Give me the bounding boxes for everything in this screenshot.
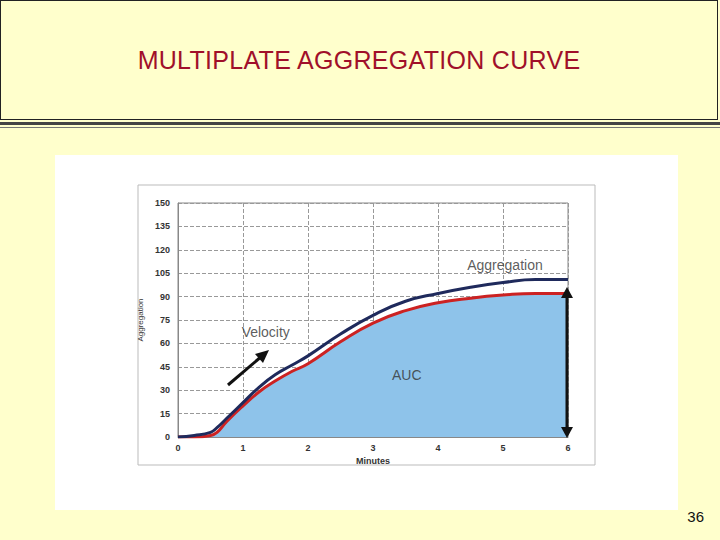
svg-text:60: 60 (160, 338, 170, 348)
svg-text:150: 150 (155, 198, 170, 208)
svg-text:45: 45 (160, 362, 170, 372)
svg-text:15: 15 (160, 409, 170, 419)
svg-text:2: 2 (305, 443, 310, 453)
svg-text:Aggregation: Aggregation (136, 298, 145, 341)
svg-text:30: 30 (160, 385, 170, 395)
svg-text:AUC: AUC (392, 367, 422, 383)
html-text:36: 36 (687, 508, 704, 525)
svg-text:0: 0 (175, 443, 180, 453)
svg-text:Velocity: Velocity (242, 324, 290, 340)
svg-text:6: 6 (565, 443, 570, 453)
svg-text:135: 135 (155, 221, 170, 231)
svg-text:4: 4 (435, 443, 440, 453)
svg-text:Minutes: Minutes (356, 456, 390, 466)
svg-text:75: 75 (160, 315, 170, 325)
svg-text:120: 120 (155, 245, 170, 255)
svg-text:5: 5 (500, 443, 505, 453)
svg-text:90: 90 (160, 292, 170, 302)
svg-text:1: 1 (240, 443, 245, 453)
svg-text:0: 0 (165, 432, 170, 442)
svg-text:3: 3 (370, 443, 375, 453)
html-text:MULTIPLATE AGGREGATION CURVE: MULTIPLATE AGGREGATION CURVE (137, 45, 581, 74)
svg-text:Aggregation: Aggregation (467, 257, 543, 273)
svg-text:105: 105 (155, 268, 170, 278)
